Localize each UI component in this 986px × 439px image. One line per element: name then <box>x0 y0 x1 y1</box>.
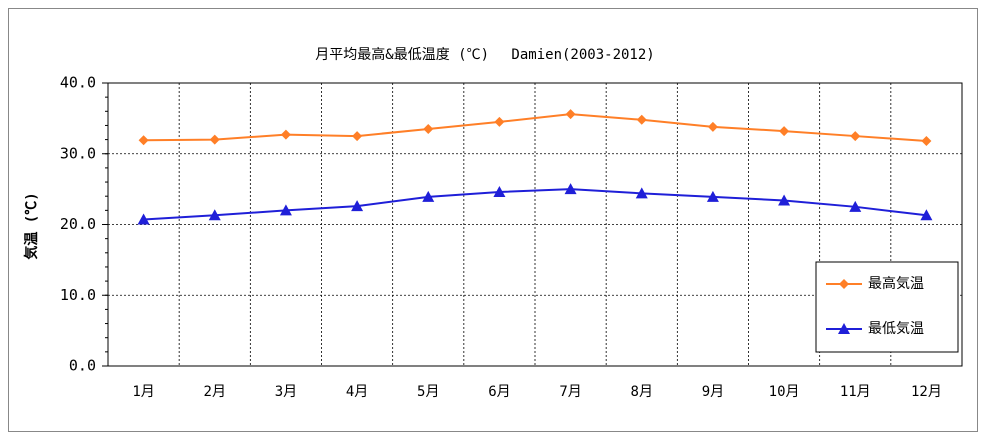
x-tick-label: 5月 <box>417 384 439 400</box>
marker <box>279 204 292 216</box>
marker <box>849 200 862 212</box>
marker <box>137 213 150 225</box>
marker <box>778 194 791 206</box>
y-tick-label: 30.0 <box>60 144 96 162</box>
legend <box>815 261 959 353</box>
marker <box>209 134 220 145</box>
marker <box>565 109 576 120</box>
marker <box>280 129 291 140</box>
marker <box>422 190 435 202</box>
marker <box>636 114 647 125</box>
x-tick-label: 11月 <box>840 384 871 400</box>
marker <box>208 209 221 221</box>
y-axis-label: 気温 (℃) <box>23 192 40 259</box>
series-line <box>143 188 927 221</box>
marker <box>635 187 648 199</box>
x-tick-label: 1月 <box>132 384 154 400</box>
marker <box>838 323 850 334</box>
marker <box>839 279 849 289</box>
marker <box>707 121 718 132</box>
marker <box>920 209 933 221</box>
x-tick-label: 9月 <box>702 384 724 400</box>
legend-label: 最高気温 <box>868 275 924 292</box>
y-tick-label: 20.0 <box>60 215 96 233</box>
x-tick-label: 4月 <box>346 384 368 400</box>
x-tick-label: 6月 <box>488 384 510 400</box>
series-line <box>143 113 927 143</box>
marker <box>850 131 861 142</box>
y-tick-label: 10.0 <box>60 286 96 304</box>
marker <box>779 126 790 137</box>
marker <box>352 131 363 142</box>
marker <box>706 190 719 202</box>
x-tick-label: 2月 <box>204 384 226 400</box>
marker <box>138 135 149 146</box>
x-tick-label: 8月 <box>631 384 653 400</box>
x-tick-label: 10月 <box>769 384 800 400</box>
y-tick-label: 0.0 <box>69 357 96 375</box>
x-tick-label: 12月 <box>911 384 942 400</box>
legend-label: 最低気温 <box>868 321 924 337</box>
x-tick-label: 3月 <box>275 384 297 400</box>
x-tick-label: 7月 <box>559 384 581 400</box>
chart-title: 月平均最高&最低温度 (℃) Damien(2003-2012) <box>315 46 654 63</box>
marker <box>351 200 364 212</box>
marker <box>493 185 506 197</box>
marker <box>423 123 434 134</box>
y-tick-label: 40.0 <box>60 74 96 92</box>
marker <box>921 136 932 147</box>
marker <box>564 183 577 195</box>
marker <box>494 116 505 127</box>
